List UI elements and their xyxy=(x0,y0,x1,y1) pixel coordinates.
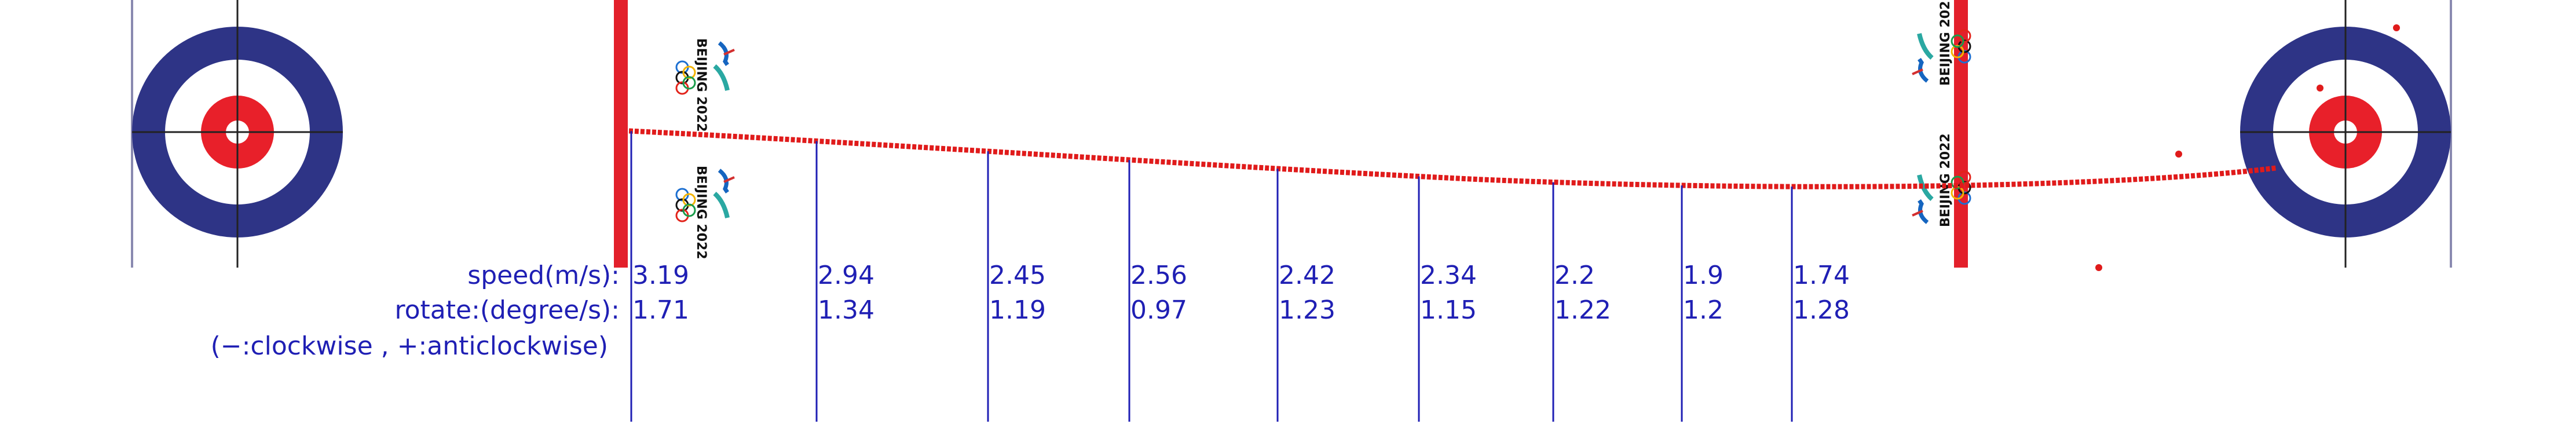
rotate-value: 1.71 xyxy=(632,295,689,325)
left-house xyxy=(132,0,343,268)
beijing-2022-logo: BEIJING 2022 xyxy=(1912,133,1971,227)
right-house xyxy=(2240,0,2451,268)
speed-value: 2.42 xyxy=(1279,261,1335,290)
stray-dot xyxy=(2175,151,2182,158)
rotate-value: 1.19 xyxy=(989,295,1046,325)
stone-trajectory xyxy=(628,128,2277,189)
speed-value: 2.56 xyxy=(1130,261,1187,290)
stray-dot xyxy=(2317,85,2323,92)
measurement-guides xyxy=(630,131,1793,422)
rotate-value: 1.2 xyxy=(1683,295,1724,325)
speed-row-title: speed(m/s): xyxy=(467,261,620,290)
speed-value: 2.45 xyxy=(989,261,1046,290)
rotate-value: 1.23 xyxy=(1279,295,1335,325)
svg-text:BEIJING 2022: BEIJING 2022 xyxy=(1938,133,1953,227)
svg-text:BEIJING 2022: BEIJING 2022 xyxy=(694,38,708,132)
speed-value: 1.9 xyxy=(1683,261,1724,290)
rotate-row-title: rotate:(degree/s): xyxy=(394,295,620,325)
speed-value: 2.94 xyxy=(818,261,874,290)
speed-value: 3.19 xyxy=(632,261,689,290)
rotate-value: 1.28 xyxy=(1793,295,1850,325)
rotate-value: 0.97 xyxy=(1130,295,1187,325)
stray-dot xyxy=(2393,24,2400,31)
speed-value: 1.74 xyxy=(1793,261,1850,290)
rotate-value: 1.15 xyxy=(1420,295,1477,325)
svg-text:BEIJING 2022: BEIJING 2022 xyxy=(1938,0,1953,86)
beijing-2022-logo: BEIJING 2022 xyxy=(675,38,735,132)
rotate-value: 1.34 xyxy=(818,295,874,325)
speed-value: 2.2 xyxy=(1554,261,1595,290)
svg-text:BEIJING 2022: BEIJING 2022 xyxy=(694,166,708,259)
rotation-direction-note: (−:clockwise , +:anticlockwise) xyxy=(210,331,608,361)
left-hog-line xyxy=(614,0,628,268)
beijing-2022-logo: BEIJING 2022 xyxy=(1912,0,1971,86)
beijing-2022-logo: BEIJING 2022 xyxy=(675,166,735,259)
rotate-value: 1.22 xyxy=(1554,295,1611,325)
stray-dot xyxy=(2095,264,2102,271)
speed-value: 2.34 xyxy=(1420,261,1477,290)
right-hog-line xyxy=(1954,0,1968,268)
